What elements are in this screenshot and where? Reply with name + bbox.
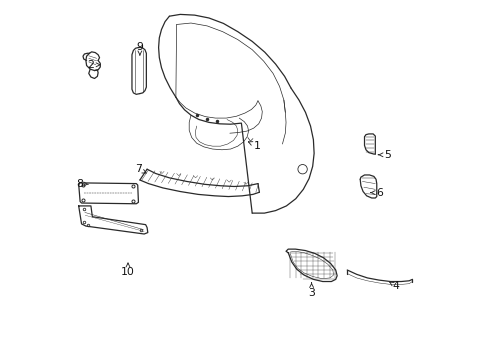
Text: 6: 6 [371, 188, 384, 198]
Text: 10: 10 [121, 263, 135, 277]
Text: 8: 8 [76, 179, 88, 189]
Text: 2: 2 [88, 60, 100, 70]
Text: 9: 9 [136, 42, 143, 55]
Text: 1: 1 [248, 141, 261, 151]
Text: 4: 4 [390, 281, 400, 291]
Text: 3: 3 [308, 283, 315, 298]
Text: 7: 7 [135, 164, 146, 174]
Text: 5: 5 [378, 150, 391, 160]
